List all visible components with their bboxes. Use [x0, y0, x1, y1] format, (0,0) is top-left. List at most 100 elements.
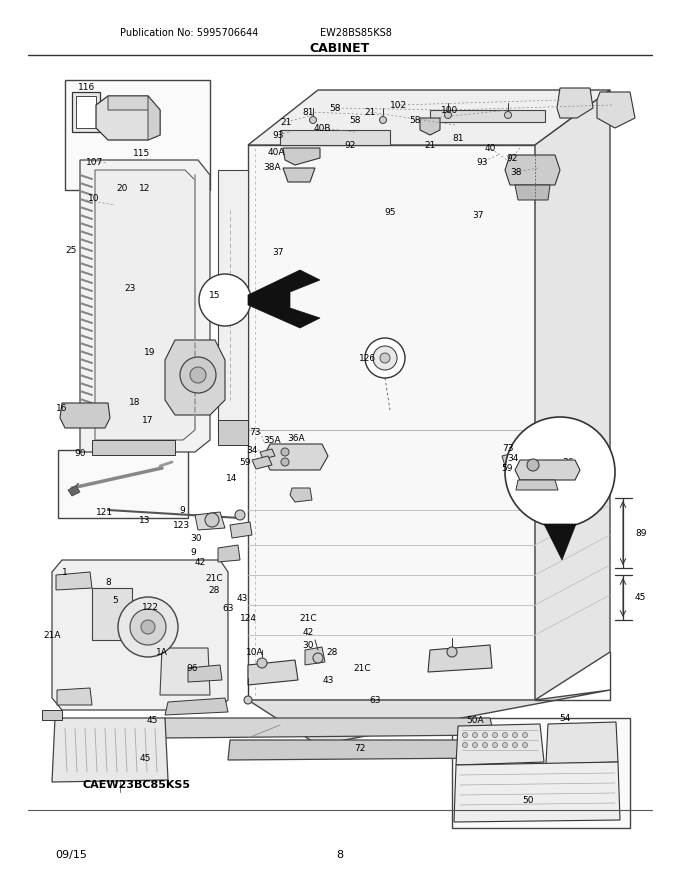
- Text: 59: 59: [239, 458, 251, 466]
- Text: 30: 30: [190, 533, 202, 542]
- Text: 124: 124: [239, 613, 256, 622]
- Circle shape: [180, 357, 216, 393]
- Polygon shape: [165, 340, 225, 415]
- Polygon shape: [546, 722, 618, 764]
- Polygon shape: [502, 450, 528, 466]
- Text: 45: 45: [635, 592, 647, 602]
- Text: 40A: 40A: [267, 148, 285, 157]
- Polygon shape: [515, 185, 550, 200]
- Text: 63: 63: [369, 695, 381, 705]
- Text: 50: 50: [522, 796, 534, 804]
- Text: 89: 89: [635, 529, 647, 538]
- Polygon shape: [52, 718, 168, 782]
- Circle shape: [483, 732, 488, 737]
- Bar: [58, 450, 188, 518]
- Circle shape: [141, 620, 155, 634]
- Text: 09/15: 09/15: [55, 850, 87, 860]
- Polygon shape: [76, 96, 96, 128]
- Polygon shape: [456, 724, 544, 765]
- Text: 73: 73: [250, 428, 260, 436]
- Polygon shape: [165, 698, 228, 715]
- Text: 115: 115: [133, 149, 151, 158]
- Text: 21: 21: [280, 118, 292, 127]
- Polygon shape: [195, 512, 225, 530]
- Text: 38: 38: [510, 167, 522, 177]
- Text: 36: 36: [562, 458, 574, 466]
- Circle shape: [445, 112, 452, 119]
- Text: 92: 92: [507, 153, 517, 163]
- Bar: [540, 520, 595, 526]
- Text: 45: 45: [146, 715, 158, 724]
- Polygon shape: [108, 96, 160, 110]
- Polygon shape: [162, 718, 494, 738]
- Circle shape: [483, 743, 488, 747]
- Text: 42: 42: [194, 558, 205, 567]
- Text: 28: 28: [208, 585, 220, 595]
- Circle shape: [462, 732, 467, 737]
- Polygon shape: [544, 524, 576, 560]
- Circle shape: [365, 338, 405, 378]
- Text: 35A: 35A: [263, 436, 281, 444]
- Polygon shape: [248, 90, 610, 145]
- Polygon shape: [228, 740, 492, 760]
- Polygon shape: [420, 118, 440, 135]
- Circle shape: [205, 513, 219, 527]
- Polygon shape: [218, 545, 240, 562]
- Polygon shape: [160, 648, 210, 695]
- Circle shape: [244, 696, 252, 704]
- Polygon shape: [264, 444, 328, 470]
- Text: 12: 12: [139, 184, 151, 193]
- Bar: [540, 490, 595, 496]
- Text: 59: 59: [501, 464, 513, 473]
- Circle shape: [313, 653, 323, 663]
- Text: 122: 122: [141, 603, 158, 612]
- Polygon shape: [280, 130, 390, 145]
- Polygon shape: [95, 170, 195, 440]
- Text: 21: 21: [424, 141, 436, 150]
- Text: CABINET: CABINET: [310, 41, 370, 55]
- Text: EW28BS85KS8: EW28BS85KS8: [320, 28, 392, 38]
- Polygon shape: [92, 588, 132, 640]
- Text: 107: 107: [86, 158, 103, 166]
- Circle shape: [447, 647, 457, 657]
- Circle shape: [235, 510, 245, 520]
- Circle shape: [522, 732, 528, 737]
- Polygon shape: [148, 96, 160, 140]
- Text: 95: 95: [384, 208, 396, 216]
- Polygon shape: [96, 96, 160, 140]
- Polygon shape: [260, 449, 275, 459]
- Text: 9: 9: [179, 505, 185, 515]
- Text: 1: 1: [62, 568, 68, 576]
- Text: 126: 126: [360, 354, 377, 363]
- Text: 43: 43: [322, 676, 334, 685]
- Circle shape: [373, 346, 397, 370]
- Polygon shape: [57, 688, 92, 705]
- Circle shape: [503, 743, 507, 747]
- Polygon shape: [248, 270, 320, 328]
- Text: 54: 54: [560, 714, 571, 722]
- Polygon shape: [454, 762, 620, 822]
- Circle shape: [190, 367, 206, 383]
- Text: 35: 35: [562, 468, 574, 478]
- Circle shape: [492, 732, 498, 737]
- Text: 58: 58: [350, 115, 361, 124]
- Text: 34: 34: [507, 453, 519, 463]
- Polygon shape: [597, 92, 635, 128]
- Polygon shape: [80, 160, 210, 452]
- Text: 93: 93: [272, 130, 284, 140]
- Polygon shape: [42, 710, 62, 720]
- Text: 23: 23: [124, 283, 136, 292]
- Text: 45: 45: [139, 753, 151, 762]
- Text: 34: 34: [246, 445, 258, 454]
- Text: 21: 21: [364, 107, 375, 116]
- Text: 5: 5: [112, 596, 118, 605]
- Text: 43: 43: [237, 593, 248, 603]
- Circle shape: [473, 743, 477, 747]
- Text: 8: 8: [105, 577, 111, 586]
- Polygon shape: [230, 522, 252, 538]
- Bar: [452, 718, 630, 828]
- Circle shape: [281, 448, 289, 456]
- Text: 42: 42: [303, 627, 313, 636]
- Polygon shape: [252, 456, 272, 469]
- Circle shape: [130, 609, 166, 645]
